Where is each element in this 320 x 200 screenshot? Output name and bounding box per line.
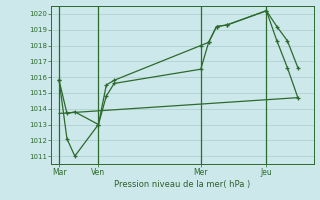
X-axis label: Pression niveau de la mer( hPa ): Pression niveau de la mer( hPa )	[114, 180, 251, 189]
